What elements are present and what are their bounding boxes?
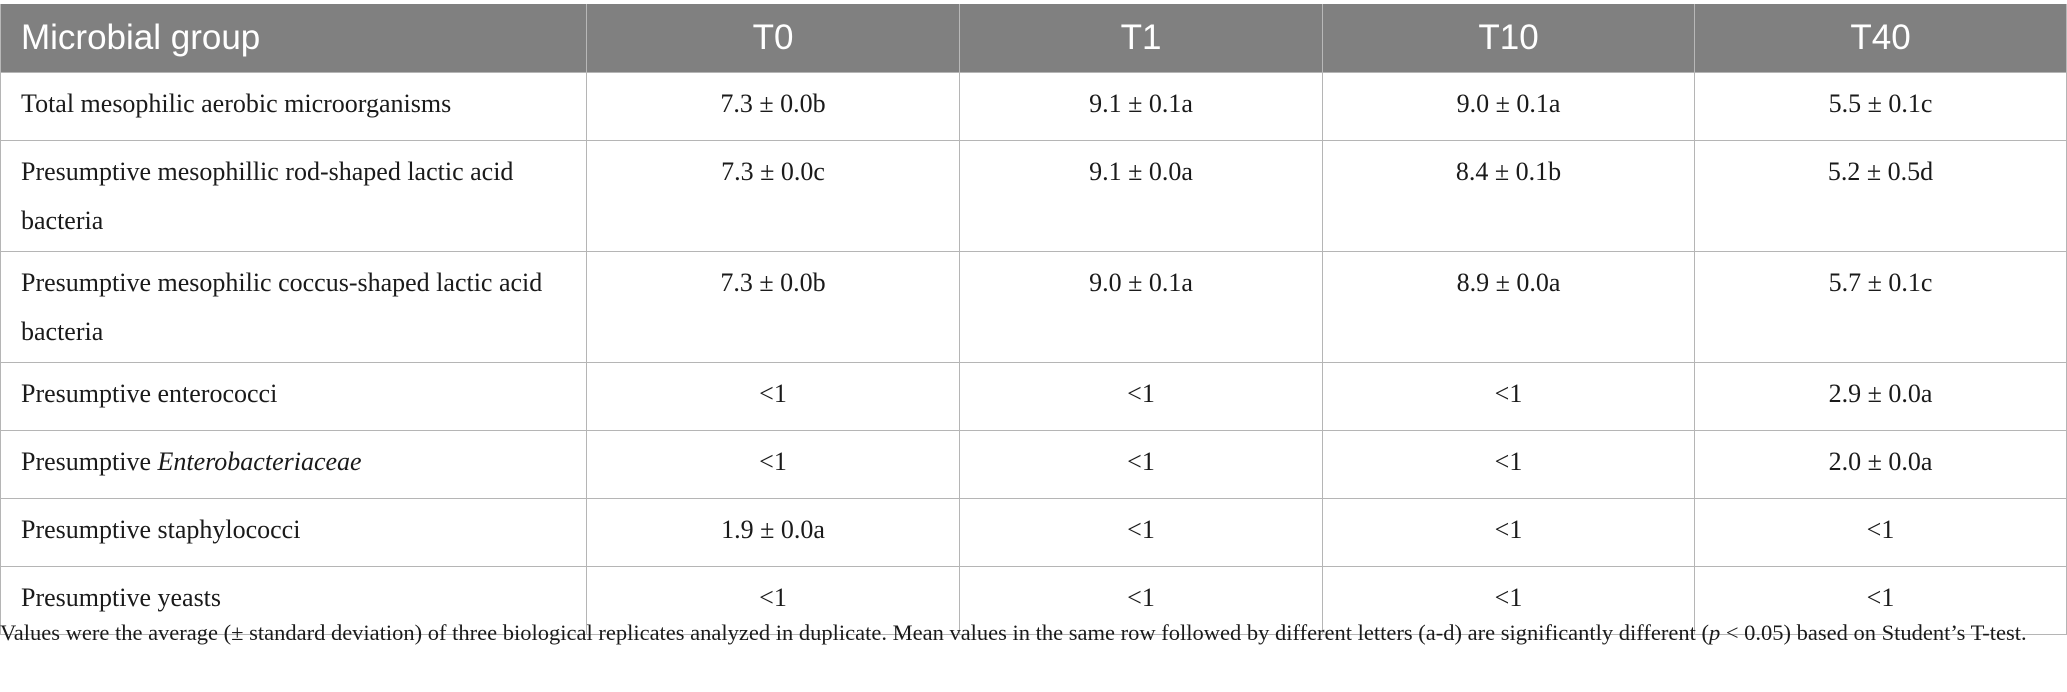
cell-value: <1 (959, 430, 1323, 499)
cell-value: 7.3 ± 0.0c (586, 140, 960, 252)
row-label: Presumptive mesophillic rod-shaped lacti… (0, 140, 587, 252)
row-label: Presumptive staphylococci (0, 498, 587, 567)
footnote-p-symbol: p (1708, 620, 1721, 645)
cell-value: 2.0 ± 0.0a (1694, 430, 2067, 499)
cell-value: <1 (959, 566, 1323, 635)
table-row: Presumptive staphylococci 1.9 ± 0.0a <1 … (0, 498, 2067, 567)
header-t0: T0 (586, 4, 960, 73)
results-table-container: Microbial group T0 T1 T10 T40 Total meso… (0, 4, 2067, 635)
header-microbial-group: Microbial group (0, 4, 587, 73)
cell-value: 8.4 ± 0.1b (1322, 140, 1695, 252)
microbial-counts-table: Microbial group T0 T1 T10 T40 Total meso… (0, 4, 2067, 635)
header-t10: T10 (1322, 4, 1695, 73)
table-row: Presumptive mesophillic rod-shaped lacti… (0, 140, 2067, 252)
cell-value: <1 (959, 498, 1323, 567)
table-footnote: Values were the average (± standard devi… (0, 615, 2050, 650)
cell-value: <1 (586, 430, 960, 499)
cell-value: 9.0 ± 0.1a (1322, 72, 1695, 141)
footnote-text-end: < 0.05) based on Student’s T-test. (1720, 620, 2027, 645)
cell-value: <1 (1322, 430, 1695, 499)
table-row: Presumptive Enterobacteriaceae <1 <1 <1 … (0, 430, 2067, 499)
row-label: Presumptive Enterobacteriaceae (0, 430, 587, 499)
footnote-text: Values were the average (± standard devi… (0, 620, 1709, 645)
cell-value: 5.5 ± 0.1c (1694, 72, 2067, 141)
header-t40: T40 (1694, 4, 2067, 73)
cell-value: 9.1 ± 0.1a (959, 72, 1323, 141)
table-row: Presumptive yeasts <1 <1 <1 <1 (0, 566, 2067, 635)
table-row: Total mesophilic aerobic microorganisms … (0, 72, 2067, 141)
table-row: Presumptive mesophilic coccus-shaped lac… (0, 251, 2067, 363)
header-t1: T1 (959, 4, 1323, 73)
row-label: Total mesophilic aerobic microorganisms (0, 72, 587, 141)
cell-value: <1 (1322, 498, 1695, 567)
cell-value: <1 (586, 566, 960, 635)
cell-value: <1 (959, 362, 1323, 431)
cell-value: <1 (1694, 498, 2067, 567)
cell-value: 7.3 ± 0.0b (586, 72, 960, 141)
cell-value: 5.2 ± 0.5d (1694, 140, 2067, 252)
row-label-italic-taxon: Enterobacteriaceae (157, 447, 362, 476)
table-row: Presumptive enterococci <1 <1 <1 2.9 ± 0… (0, 362, 2067, 431)
cell-value: 9.1 ± 0.0a (959, 140, 1323, 252)
cell-value: <1 (1694, 566, 2067, 635)
cell-value: <1 (586, 362, 960, 431)
cell-value: 9.0 ± 0.1a (959, 251, 1323, 363)
table-header-row: Microbial group T0 T1 T10 T40 (0, 4, 2067, 73)
row-label-prefix: Presumptive (21, 447, 158, 476)
cell-value: <1 (1322, 362, 1695, 431)
cell-value: <1 (1322, 566, 1695, 635)
cell-value: 1.9 ± 0.0a (586, 498, 960, 567)
row-label: Presumptive mesophilic coccus-shaped lac… (0, 251, 587, 363)
cell-value: 5.7 ± 0.1c (1694, 251, 2067, 363)
cell-value: 7.3 ± 0.0b (586, 251, 960, 363)
row-label: Presumptive yeasts (0, 566, 587, 635)
row-label: Presumptive enterococci (0, 362, 587, 431)
cell-value: 2.9 ± 0.0a (1694, 362, 2067, 431)
cell-value: 8.9 ± 0.0a (1322, 251, 1695, 363)
